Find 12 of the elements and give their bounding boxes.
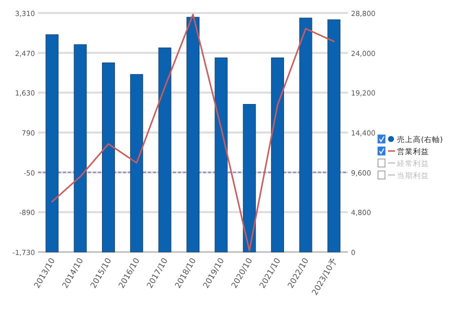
bar bbox=[130, 74, 144, 252]
bar bbox=[327, 19, 340, 252]
line-series bbox=[51, 14, 335, 252]
bar bbox=[214, 58, 228, 252]
bar bbox=[299, 18, 312, 252]
bar bbox=[242, 104, 256, 252]
bar bbox=[74, 44, 87, 252]
bar bbox=[102, 62, 115, 252]
bar bbox=[186, 16, 200, 252]
bar bbox=[158, 48, 172, 252]
bar bbox=[271, 58, 284, 252]
bar bbox=[46, 34, 59, 252]
